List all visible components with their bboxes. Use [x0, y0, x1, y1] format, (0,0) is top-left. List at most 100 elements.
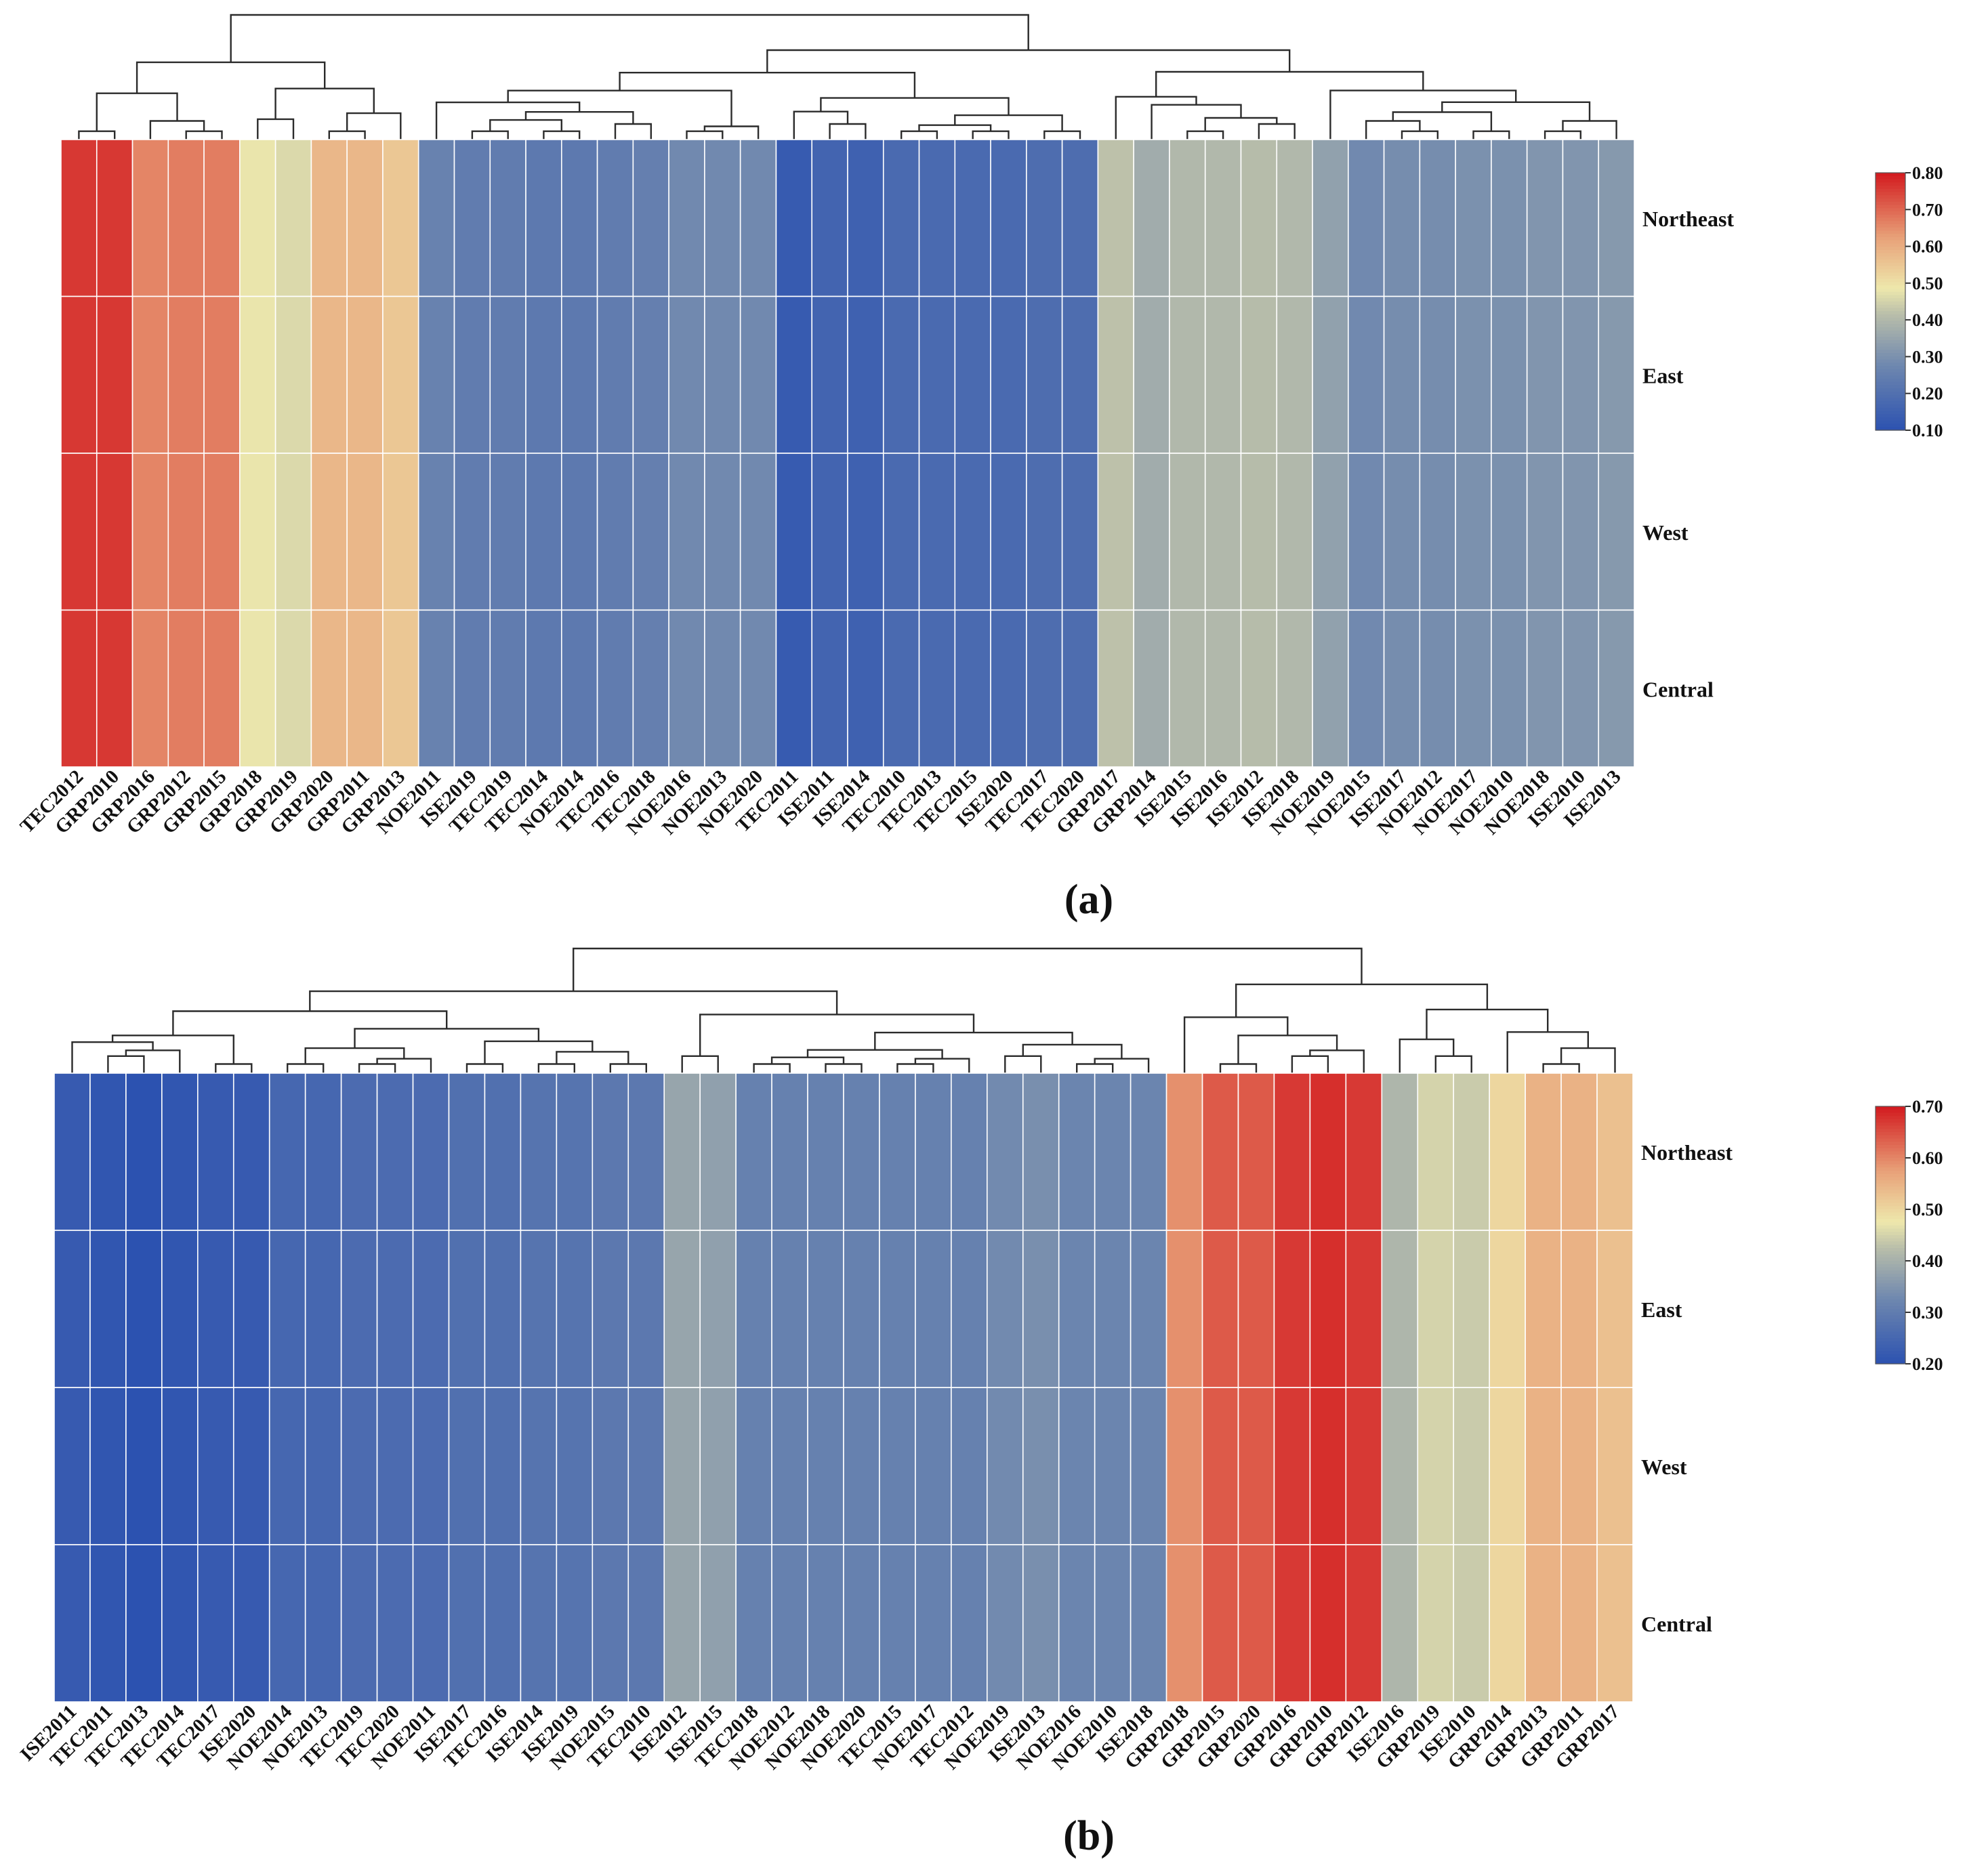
heatmap-cell	[304, 1544, 342, 1703]
heatmap-cell	[1453, 1230, 1490, 1388]
heatmap-cell	[60, 295, 98, 454]
dendrogram-branch	[614, 123, 652, 140]
dendrogram-branch	[770, 1056, 845, 1064]
dendrogram-branch	[215, 1063, 253, 1073]
heatmap-cell	[453, 295, 491, 454]
heatmap-cell	[96, 139, 133, 297]
heatmap-cell	[843, 1230, 880, 1388]
panel-label-a: (a)	[1064, 877, 1113, 923]
colorbar-segment	[1876, 269, 1905, 273]
heatmap-cell	[274, 453, 312, 611]
heatmap-cell	[1133, 609, 1170, 768]
row-label: Northeast	[1642, 207, 1734, 231]
dendrogram-branch	[507, 89, 732, 127]
colorbar-segment	[1876, 250, 1905, 254]
colorbar-segment	[1876, 1293, 1905, 1297]
heatmap-cell	[1419, 453, 1456, 611]
heatmap-cell	[918, 609, 956, 768]
heatmap-cell	[1273, 1230, 1311, 1388]
heatmap-cell	[663, 1230, 701, 1388]
heatmap-cell	[1058, 1387, 1096, 1545]
heatmap-cell	[1097, 295, 1134, 454]
colorbar-tick-label: 0.20	[1912, 384, 1943, 404]
heatmap-cell	[1058, 1230, 1096, 1388]
heatmap-cell	[520, 1072, 558, 1231]
heatmap-cell	[739, 609, 777, 768]
dendrogram-branch	[78, 130, 116, 140]
heatmap-cell	[561, 139, 598, 297]
heatmap-cell	[1348, 609, 1385, 768]
heatmap-cell	[1455, 609, 1492, 768]
colorbar-segment	[1876, 1232, 1905, 1236]
heatmap-cell	[89, 1544, 127, 1703]
dendrogram-branch	[537, 1063, 575, 1073]
colorbar-segment	[1876, 1180, 1905, 1184]
heatmap-cell	[915, 1544, 952, 1703]
colorbar-tick-label: 0.50	[1912, 1200, 1943, 1220]
heatmap-cell	[417, 453, 455, 611]
heatmap-cell	[1348, 295, 1385, 454]
heatmap-cell	[1240, 295, 1278, 454]
colorbar-segment	[1876, 423, 1905, 428]
heatmap-cell	[1312, 139, 1349, 297]
heatmap-cell	[847, 139, 884, 297]
heatmap-cell	[448, 1387, 486, 1545]
heatmap-cell	[1273, 1072, 1311, 1231]
colorbar-segment	[1876, 1158, 1905, 1162]
colorbar-segment	[1876, 1318, 1905, 1322]
colorbar-segment	[1876, 1215, 1905, 1220]
heatmap-cell	[1560, 1387, 1598, 1545]
dendrogram-branch	[573, 947, 1363, 992]
row-label: East	[1641, 1297, 1682, 1322]
heatmap-cell	[882, 609, 920, 768]
heatmap-cell	[668, 609, 705, 768]
colorbar-segment	[1876, 1119, 1905, 1123]
heatmap-cell	[1204, 609, 1242, 768]
heatmap-cell	[96, 609, 133, 768]
heatmap-cell	[484, 1387, 522, 1545]
heatmap-cell	[484, 1230, 522, 1388]
dendrogram-branch	[524, 111, 634, 124]
heatmap-cell	[489, 139, 526, 297]
colorbar-segment	[1876, 1193, 1905, 1197]
heatmap-cell	[417, 295, 455, 454]
heatmap-cell	[346, 609, 384, 768]
dendrogram-branch	[829, 123, 867, 140]
dendrogram-branch	[358, 1063, 396, 1073]
colorbar-segment	[1876, 1219, 1905, 1223]
colorbar-segment	[1876, 301, 1905, 306]
colorbar-segment	[1876, 179, 1905, 183]
colorbar-segment	[1876, 350, 1905, 354]
heatmap-cell	[807, 1544, 844, 1703]
heatmap-cell	[1312, 609, 1349, 768]
colorbar-segment	[1876, 411, 1905, 415]
heatmap-cell	[1417, 1544, 1455, 1703]
dendrogram-branch	[1309, 1049, 1365, 1073]
heatmap-cell	[596, 453, 634, 611]
heatmap-cell	[54, 1387, 91, 1545]
dendrogram-branch	[328, 130, 366, 140]
colorbar-segment	[1876, 256, 1905, 260]
colorbar-segment	[1876, 1267, 1905, 1271]
heatmap-cell	[915, 1230, 952, 1388]
dendrogram-branch	[185, 130, 223, 140]
colorbar-segment	[1876, 217, 1905, 222]
colorbar-segment	[1876, 379, 1905, 383]
heatmap-cell	[167, 609, 205, 768]
colorbar-segment	[1876, 201, 1905, 206]
dendrogram-branch	[793, 110, 849, 140]
heatmap-cell	[340, 1230, 378, 1388]
row-labels-b: Northeast East West Central	[1641, 1140, 1733, 1636]
colorbar-tick-label: 0.70	[1912, 1097, 1943, 1117]
heatmap-cell	[1309, 1230, 1347, 1388]
dendrogram-branch	[619, 72, 916, 98]
heatmap-cell	[1165, 1072, 1203, 1231]
heatmap-cell	[1598, 295, 1635, 454]
colorbar-segment	[1876, 324, 1905, 328]
colorbar-segment	[1876, 1167, 1905, 1171]
colorbar-segment	[1876, 1148, 1905, 1152]
colorbar-segment	[1876, 1328, 1905, 1333]
colorbar-segment	[1876, 1264, 1905, 1268]
heatmap-cell	[268, 1387, 306, 1545]
heatmap-cell	[1419, 609, 1456, 768]
